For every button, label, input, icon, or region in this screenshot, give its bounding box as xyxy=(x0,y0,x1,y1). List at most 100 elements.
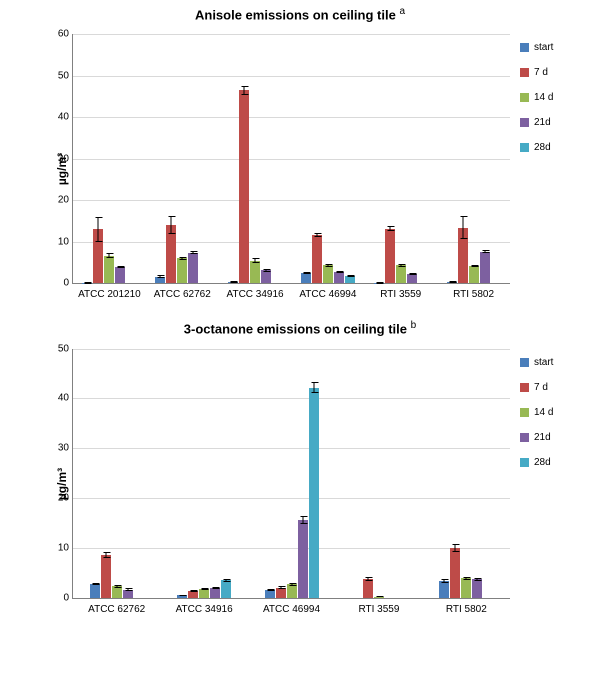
bar xyxy=(265,590,275,598)
bars xyxy=(255,349,328,598)
legend-swatch xyxy=(520,383,529,392)
ytick-label: 50 xyxy=(45,343,69,354)
legend: start 7 d 14 d 21d 28d xyxy=(520,42,590,167)
ytick-label: 0 xyxy=(45,278,69,289)
bar xyxy=(385,229,395,284)
error-bar xyxy=(400,264,401,266)
bar xyxy=(93,229,103,283)
bar xyxy=(345,276,355,283)
error-bar xyxy=(367,577,368,581)
bars xyxy=(167,349,240,598)
error-bar xyxy=(269,589,270,591)
error-bar xyxy=(215,587,216,589)
ytick-label: 10 xyxy=(45,236,69,247)
bar-group: ATCC 201210 xyxy=(73,34,146,283)
bar-group: RTI 3559 xyxy=(364,34,437,283)
error-bar xyxy=(244,86,245,94)
legend-swatch xyxy=(520,43,529,52)
category-label: ATCC 62762 xyxy=(146,283,219,300)
legend-swatch xyxy=(520,433,529,442)
plot-wrap: µg/m³01020304050ATCC 62762ATCC 34916ATCC… xyxy=(50,339,590,629)
legend-label: 14 d xyxy=(534,407,553,418)
bars xyxy=(443,34,504,283)
bar-group: RTI 5802 xyxy=(437,34,510,283)
chart-title-text: Anisole emissions on ceiling tile xyxy=(195,7,399,22)
bars xyxy=(79,34,140,283)
legend-item: 21d xyxy=(520,117,590,128)
error-bar xyxy=(389,226,390,232)
bar xyxy=(363,579,373,598)
chart-octanone: 3-octanone emissions on ceiling tile b µg… xyxy=(0,314,600,628)
ytick-label: 60 xyxy=(45,29,69,40)
error-bar xyxy=(171,216,172,234)
legend-swatch xyxy=(520,118,529,127)
chart-title-text: 3-octanone emissions on ceiling tile xyxy=(184,322,411,337)
error-bar xyxy=(193,251,194,253)
bar xyxy=(450,548,460,598)
bar xyxy=(472,579,482,597)
legend-label: 28d xyxy=(534,457,551,468)
bar xyxy=(276,588,286,598)
ytick-label: 20 xyxy=(45,493,69,504)
error-bar xyxy=(484,250,485,253)
bar xyxy=(461,578,471,597)
bar xyxy=(334,272,344,283)
error-bar xyxy=(182,257,183,260)
bar xyxy=(115,267,125,284)
bar-group: ATCC 62762 xyxy=(146,34,219,283)
ytick-label: 10 xyxy=(45,542,69,553)
bars xyxy=(297,34,358,283)
category-label: ATCC 46994 xyxy=(291,283,364,300)
category-label: RTI 5802 xyxy=(423,598,510,615)
legend-item: 14 d xyxy=(520,92,590,103)
legend-item: 21d xyxy=(520,432,590,443)
legend-label: start xyxy=(534,42,553,53)
error-bar xyxy=(266,269,267,272)
bar-group: ATCC 62762 xyxy=(73,349,160,598)
bar-group: ATCC 46994 xyxy=(291,34,364,283)
plot-area: 01020304050ATCC 62762ATCC 34916ATCC 4699… xyxy=(72,349,510,599)
legend-item: 7 d xyxy=(520,67,590,78)
bar xyxy=(155,277,165,284)
bar xyxy=(407,274,417,283)
bar-group: ATCC 34916 xyxy=(160,349,247,598)
bar xyxy=(90,584,100,598)
chart-title-sup: b xyxy=(411,320,417,331)
bar xyxy=(199,589,209,598)
bar xyxy=(301,273,311,283)
error-bar xyxy=(305,272,306,274)
legend-swatch xyxy=(520,93,529,102)
bar xyxy=(312,235,322,284)
legend-swatch xyxy=(520,408,529,417)
bar xyxy=(298,520,308,598)
category-label: RTI 3559 xyxy=(364,283,437,300)
bar xyxy=(250,261,260,284)
ytick-label: 50 xyxy=(45,70,69,81)
bar-groups: ATCC 201210ATCC 62762ATCC 34916ATCC 4699… xyxy=(73,34,510,283)
bar xyxy=(458,228,468,284)
legend-item: start xyxy=(520,42,590,53)
plot-area: 0102030405060ATCC 201210ATCC 62762ATCC 3… xyxy=(72,34,510,284)
category-label: RTI 3559 xyxy=(335,598,422,615)
error-bar xyxy=(160,275,161,277)
legend-item: 7 d xyxy=(520,382,590,393)
error-bar xyxy=(302,516,303,524)
plot-wrap: µg/m³0102030405060ATCC 201210ATCC 62762A… xyxy=(50,24,590,314)
bar xyxy=(188,591,198,598)
bar xyxy=(480,252,490,284)
error-bar xyxy=(109,253,110,257)
legend-item: 28d xyxy=(520,142,590,153)
error-bar xyxy=(444,579,445,583)
bar xyxy=(101,555,111,598)
chart-anisole: Anisole emissions on ceiling tile aµg/m³… xyxy=(0,0,600,314)
error-bar xyxy=(226,579,227,582)
error-bar xyxy=(105,552,106,558)
bar xyxy=(221,580,231,597)
error-bar xyxy=(338,271,339,273)
error-bar xyxy=(116,585,117,588)
legend-swatch xyxy=(520,358,529,367)
error-bar xyxy=(120,266,121,268)
error-bar xyxy=(349,275,350,277)
error-bar xyxy=(466,577,467,580)
error-bar xyxy=(182,595,183,596)
